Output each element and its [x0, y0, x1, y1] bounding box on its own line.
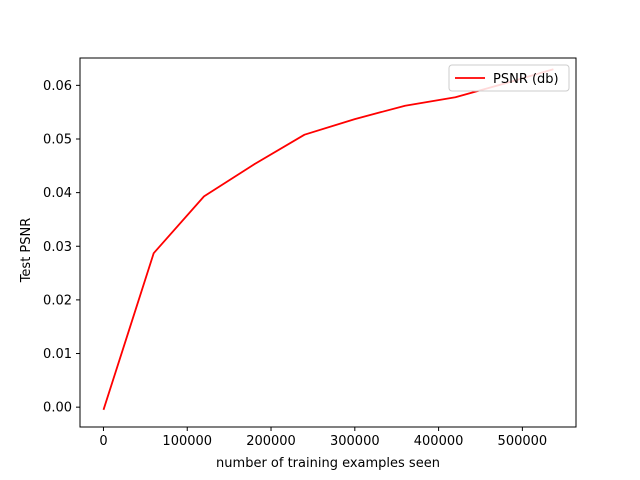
- x-tick-label: 0: [99, 434, 107, 449]
- x-tick-label: 400000: [414, 434, 464, 449]
- y-tick-label: 0.06: [43, 79, 72, 94]
- x-tick-label: 200000: [246, 434, 296, 449]
- x-tick-label: 500000: [498, 434, 548, 449]
- y-tick-label: 0.03: [43, 240, 72, 255]
- legend-label: PSNR (db): [493, 72, 559, 87]
- legend: PSNR (db): [448, 64, 570, 92]
- y-tick-label: 0.05: [43, 132, 72, 147]
- y-tick-label: 0.00: [43, 401, 72, 416]
- x-tick-label: 300000: [330, 434, 380, 449]
- y-axis-label: Test PSNR: [19, 218, 34, 284]
- legend-box: [448, 64, 570, 92]
- axis-ticks: 0 100000 200000 300000 400000 500000 0.00 0.01 0…: [43, 79, 547, 449]
- axes-frame: [79, 57, 577, 428]
- x-axis-label: number of training examples seen: [216, 456, 440, 471]
- y-tick-label: 0.01: [43, 347, 72, 362]
- y-tick-label: 0.02: [43, 293, 72, 308]
- y-tick-label: 0.04: [43, 186, 72, 201]
- x-tick-label: 100000: [162, 434, 212, 449]
